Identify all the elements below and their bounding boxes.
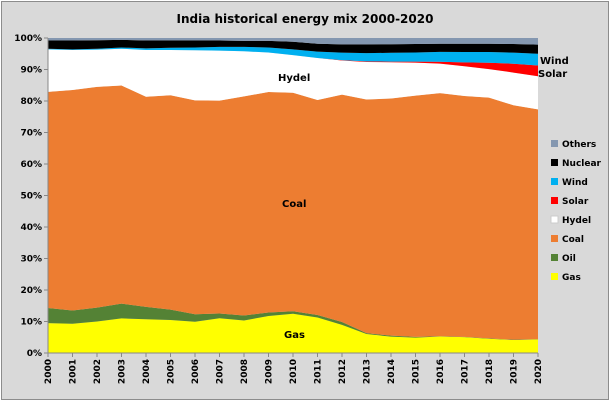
legend-label: Wind: [562, 178, 588, 188]
x-tick-label: 2017: [461, 359, 471, 384]
legend-label: Oil: [562, 254, 576, 264]
area-nuclear: [48, 39, 538, 54]
y-tick-label: 30%: [20, 255, 42, 265]
annotation-solar: Solar: [538, 69, 567, 80]
y-tick-label: 50%: [20, 192, 42, 202]
legend-swatch: [551, 235, 558, 242]
chart-title: India historical energy mix 2000-2020: [177, 12, 434, 26]
legend-swatch: [551, 254, 558, 261]
annotation-gas: Gas: [284, 330, 305, 341]
legend-swatch: [551, 178, 558, 185]
x-tick-label: 2019: [510, 359, 520, 384]
x-tick-label: 2010: [289, 359, 299, 384]
annotation-hydel: Hydel: [278, 73, 310, 84]
y-tick-label: 60%: [20, 160, 42, 170]
legend-swatch: [551, 273, 558, 280]
legend-label: Gas: [562, 273, 581, 283]
area-gas: [48, 313, 538, 353]
legend-label: Solar: [562, 197, 589, 207]
x-tick-label: 2002: [93, 359, 103, 384]
y-tick-label: 40%: [20, 223, 42, 233]
legend-item-hydel: Hydel: [550, 215, 591, 226]
y-tick-label: 10%: [20, 318, 42, 328]
x-tick-label: 2013: [363, 359, 373, 384]
x-tick-label: 2007: [216, 359, 226, 384]
legend-swatch: [551, 159, 558, 166]
y-tick-label: 100%: [14, 34, 42, 44]
area-solar: [48, 48, 538, 77]
legend-item-coal: Coal: [551, 235, 584, 245]
y-tick-label: 80%: [20, 97, 42, 107]
legend-item-solar: Solar: [551, 197, 589, 207]
legend-swatch: [550, 215, 559, 224]
legend-item-nuclear: Nuclear: [551, 159, 602, 169]
legend-label: Hydel: [562, 216, 591, 226]
y-tick-label: 70%: [20, 129, 42, 139]
annotation-wind: Wind: [540, 56, 569, 67]
annotation-coal: Coal: [282, 199, 306, 210]
legend-item-oil: Oil: [551, 254, 576, 264]
legend-item-others: Others: [551, 140, 596, 150]
legend-label: Others: [562, 140, 596, 150]
area-hydel: [48, 48, 538, 110]
area-oil: [48, 303, 538, 340]
x-tick-label: 2005: [167, 359, 177, 384]
x-tick-label: 2003: [118, 359, 128, 384]
x-tick-label: 2016: [436, 359, 446, 384]
x-tick-label: 2008: [240, 359, 250, 384]
legend-label: Nuclear: [562, 159, 602, 169]
y-tick-label: 20%: [20, 286, 42, 296]
x-tick-label: 2014: [387, 359, 397, 384]
x-tick-label: 2020: [534, 359, 544, 384]
x-tick-label: 2018: [485, 359, 495, 384]
legend-item-gas: Gas: [551, 273, 581, 283]
x-tick-label: 2009: [265, 359, 275, 384]
legend-item-wind: Wind: [551, 178, 588, 188]
x-tick-label: 2000: [44, 359, 54, 384]
legend-swatch: [551, 140, 558, 147]
y-tick-label: 0%: [27, 349, 42, 359]
x-tick-label: 2015: [412, 359, 422, 384]
area-coal: [48, 85, 538, 340]
area-others: [48, 38, 538, 45]
x-tick-label: 2001: [69, 359, 79, 384]
x-tick-label: 2012: [338, 359, 348, 384]
y-tick-label: 90%: [20, 66, 42, 76]
legend-label: Coal: [562, 235, 584, 245]
x-tick-label: 2006: [191, 359, 201, 384]
x-tick-label: 2011: [314, 359, 324, 384]
x-tick-label: 2004: [142, 359, 152, 384]
legend-swatch: [551, 197, 558, 204]
area-wind: [48, 46, 538, 66]
